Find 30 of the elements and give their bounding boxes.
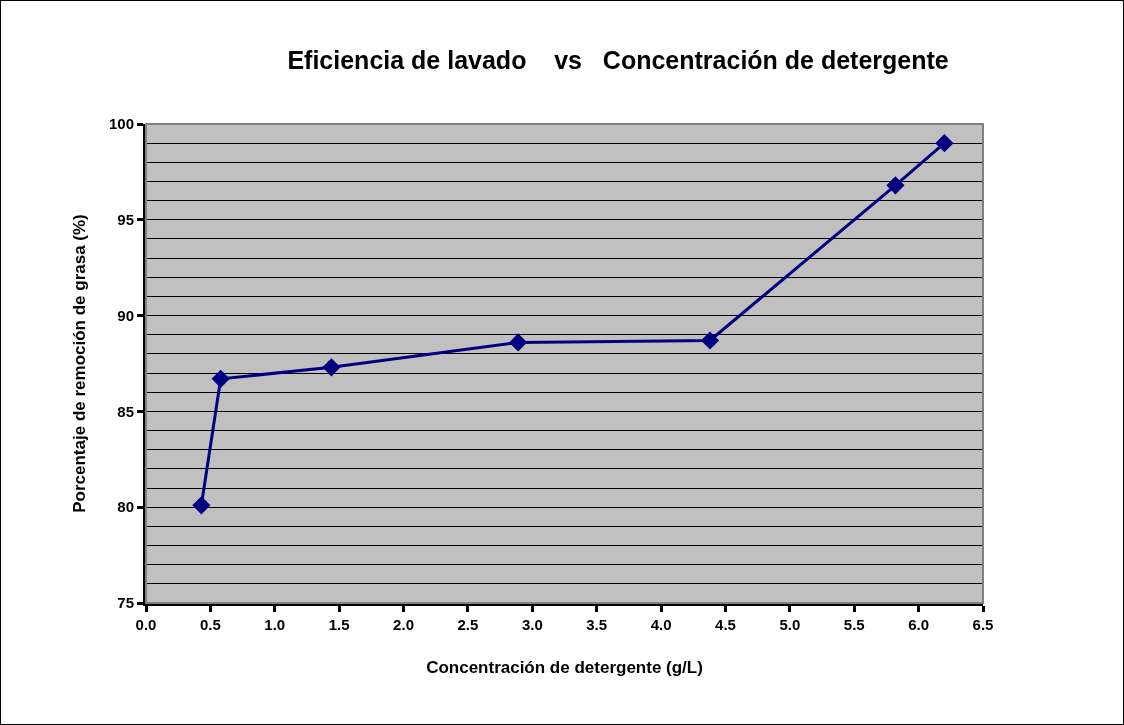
y-tick-label: 75 <box>117 594 134 612</box>
point <box>509 333 528 352</box>
x-tick-label: 3.5 <box>586 616 608 633</box>
point <box>322 358 341 377</box>
point <box>886 176 905 195</box>
x-tick-label: 1.0 <box>264 616 286 633</box>
x-tick-label: 4.5 <box>715 616 736 633</box>
x-tick-label: 3.0 <box>521 616 543 633</box>
x-tick-label: 0.5 <box>199 616 221 633</box>
point <box>192 496 211 515</box>
x-axis-title: Concentración de detergente (g/L) <box>426 658 703 678</box>
y-tick-label: 95 <box>117 211 134 229</box>
y-tick-label: 80 <box>117 498 134 516</box>
chart-title: Eficiencia de lavado vs Concentración de detergente <box>287 46 949 75</box>
x-tick-label: 6.0 <box>908 616 930 633</box>
x-tick-label: 2.5 <box>457 616 479 633</box>
x-tick-label: 4.0 <box>650 616 672 633</box>
y-tick-label: 100 <box>108 115 134 133</box>
x-tick-label: 6.5 <box>972 616 994 633</box>
point <box>700 331 720 350</box>
y-tick-label: 85 <box>117 402 134 420</box>
x-tick-label: 1.5 <box>328 616 350 633</box>
y-axis-title: Porcentaje de remoción de grasa (%) <box>69 214 89 513</box>
y-tick-label: 90 <box>117 306 134 324</box>
point <box>211 369 230 388</box>
point <box>935 134 954 153</box>
x-tick-label: 5.5 <box>843 616 865 633</box>
x-tick-label: 0.0 <box>135 616 157 633</box>
x-tick-label: 2.0 <box>393 616 414 633</box>
x-tick-label: 5.0 <box>779 616 801 633</box>
